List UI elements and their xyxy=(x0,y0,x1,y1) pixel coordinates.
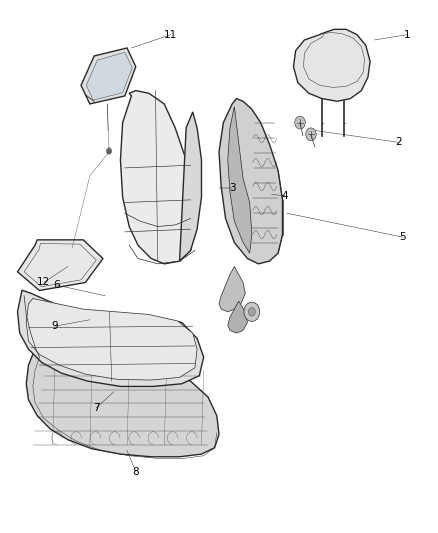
Polygon shape xyxy=(219,266,245,312)
Polygon shape xyxy=(18,240,103,290)
Circle shape xyxy=(306,128,316,141)
Circle shape xyxy=(244,302,260,321)
Circle shape xyxy=(248,308,255,316)
Polygon shape xyxy=(293,29,370,101)
Polygon shape xyxy=(228,107,252,253)
Polygon shape xyxy=(120,91,195,264)
Text: 11: 11 xyxy=(164,30,177,39)
Polygon shape xyxy=(219,99,283,264)
Polygon shape xyxy=(228,301,247,333)
Polygon shape xyxy=(26,298,197,380)
Polygon shape xyxy=(180,112,201,261)
Text: 2: 2 xyxy=(395,138,402,147)
Polygon shape xyxy=(18,290,204,386)
Text: 4: 4 xyxy=(281,191,288,200)
Text: 8: 8 xyxy=(132,467,139,477)
Circle shape xyxy=(295,116,305,129)
Text: 6: 6 xyxy=(53,280,60,290)
Polygon shape xyxy=(86,52,132,100)
Text: 12: 12 xyxy=(37,278,50,287)
Polygon shape xyxy=(81,48,136,104)
Circle shape xyxy=(106,148,112,154)
Text: 7: 7 xyxy=(93,403,100,413)
Circle shape xyxy=(107,150,111,154)
Text: 5: 5 xyxy=(399,232,406,242)
Polygon shape xyxy=(26,349,219,457)
Text: 9: 9 xyxy=(51,321,58,331)
Text: 3: 3 xyxy=(229,183,236,192)
Text: 1: 1 xyxy=(404,30,411,39)
